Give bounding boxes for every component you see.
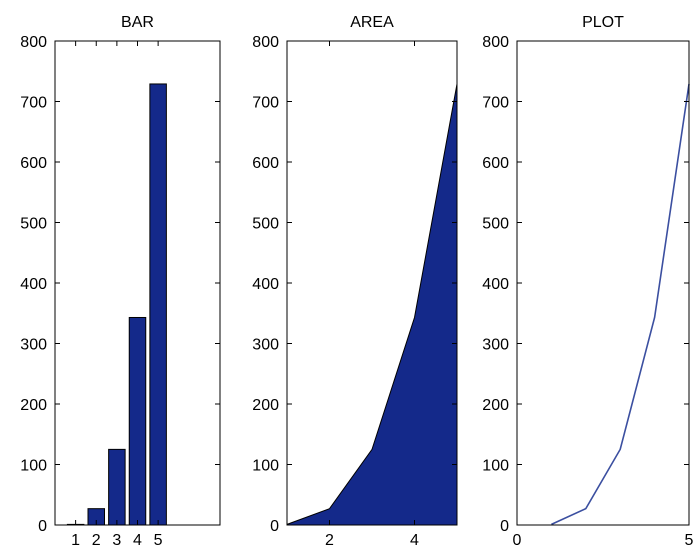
line-series <box>551 83 690 526</box>
x-tick-label: 5 <box>685 532 694 549</box>
axes-box <box>516 40 690 526</box>
chart-title: AREA <box>350 14 394 31</box>
chart-panel-1: BAR 0 100 200 300 400 500 600 700 800 1 2 3 4 5 <box>20 14 221 549</box>
y-tick-label: 200 <box>482 397 509 414</box>
y-tick-label: 100 <box>20 458 47 475</box>
y-tick-label: 300 <box>482 337 509 354</box>
area-series <box>286 83 458 526</box>
y-tick-label: 800 <box>20 34 47 51</box>
y-tick-label: 700 <box>20 95 47 112</box>
x-tick-label: 2 <box>92 532 101 549</box>
chart-title: PLOT <box>582 14 624 31</box>
chart-panel-3: PLOT 0 100 200 300 400 500 600 700 800 0 5 <box>482 14 693 549</box>
y-tick-label: 400 <box>20 276 47 293</box>
y-tick-label: 800 <box>252 34 279 51</box>
y-tick-label: 600 <box>482 155 509 172</box>
y-tick-label: 200 <box>20 397 47 414</box>
y-tick-label: 300 <box>20 337 47 354</box>
y-tick-label: 0 <box>270 518 279 535</box>
y-tick-label: 500 <box>252 216 279 233</box>
x-tick-label: 5 <box>154 532 163 549</box>
bar-4 <box>128 316 147 526</box>
x-tick-label: 1 <box>71 532 80 549</box>
x-tick-label: 4 <box>410 532 419 549</box>
x-tick-label: 0 <box>513 532 522 549</box>
x-tick-label: 2 <box>325 532 334 549</box>
y-tick-label: 0 <box>500 518 509 535</box>
y-tick-label: 800 <box>482 34 509 51</box>
chart-title: BAR <box>121 14 154 31</box>
x-tick-label: 4 <box>133 532 142 549</box>
y-tick-label: 700 <box>482 95 509 112</box>
y-tick-label: 200 <box>252 397 279 414</box>
y-tick-label: 0 <box>38 518 47 535</box>
y-tick-label: 500 <box>482 216 509 233</box>
y-tick-label: 100 <box>252 458 279 475</box>
y-tick-label: 100 <box>482 458 509 475</box>
x-tick-label: 3 <box>112 532 121 549</box>
y-tick-label: 600 <box>20 155 47 172</box>
y-tick-label: 600 <box>252 155 279 172</box>
y-tick-label: 300 <box>252 337 279 354</box>
bar-3 <box>108 448 126 526</box>
y-tick-label: 500 <box>20 216 47 233</box>
y-tick-label: 700 <box>252 95 279 112</box>
y-tick-label: 400 <box>482 276 509 293</box>
bar-5 <box>149 83 167 526</box>
chart-panel-2: AREA 0 100 200 300 400 500 600 700 800 2 4 <box>252 14 458 549</box>
y-tick-label: 400 <box>252 276 279 293</box>
